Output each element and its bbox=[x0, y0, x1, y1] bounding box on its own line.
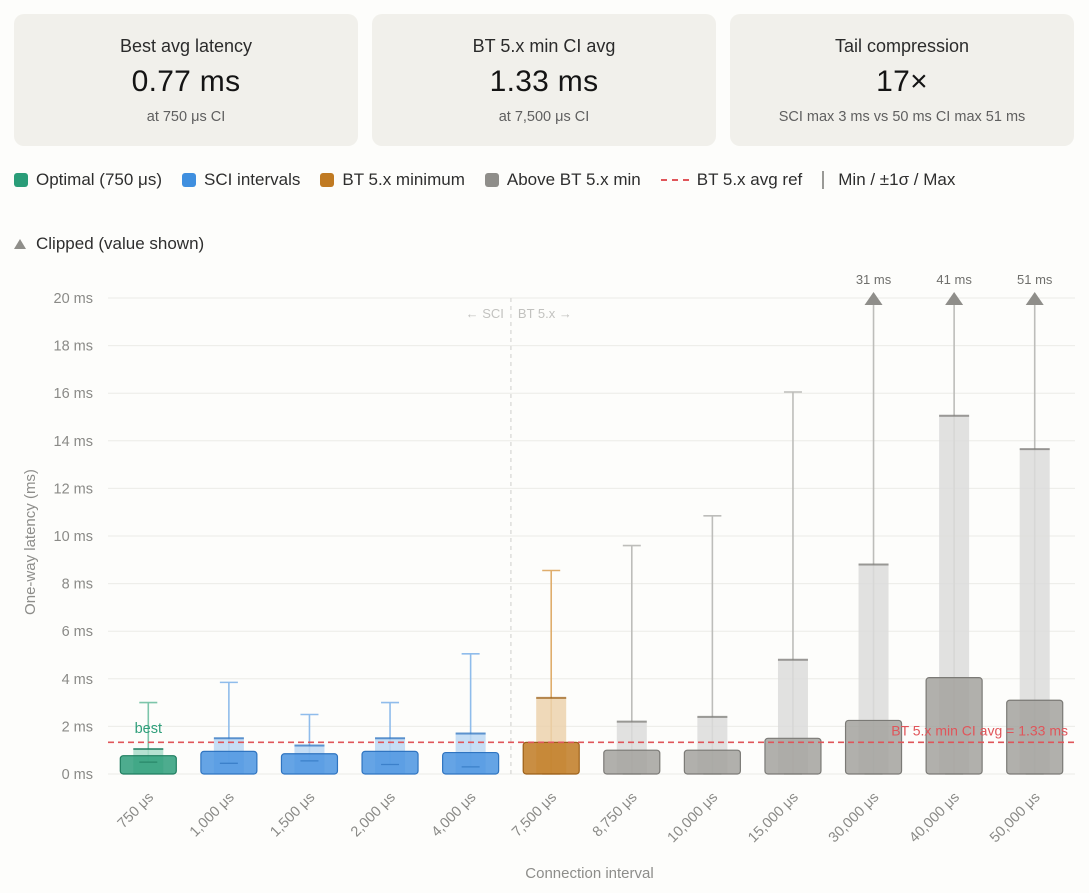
legend-bt-min: BT 5.x minimum bbox=[320, 170, 465, 190]
legend-label: Above BT 5.x min bbox=[506, 170, 641, 189]
triangle-icon bbox=[14, 239, 26, 249]
x-tick-label: 7,500 μs bbox=[509, 790, 560, 841]
summary-cards: Best avg latency 0.77 ms at 750 μs CI BT… bbox=[14, 14, 1074, 146]
legend-label: Clipped (value shown) bbox=[36, 234, 205, 253]
y-tick-label: 18 ms bbox=[54, 339, 94, 355]
legend-avg-ref: BT 5.x avg ref bbox=[660, 170, 803, 190]
y-tick-label: 14 ms bbox=[54, 434, 94, 450]
x-tick-label: 750 μs bbox=[115, 790, 157, 832]
clipped-value-label: 51 ms bbox=[1017, 272, 1053, 287]
card-sub: at 750 μs CI bbox=[146, 108, 226, 125]
y-axis-title: One-way latency (ms) bbox=[22, 469, 39, 615]
avg-bar bbox=[603, 749, 661, 775]
clipped-value-label: 41 ms bbox=[936, 272, 972, 287]
card-label: Best avg latency bbox=[119, 35, 253, 56]
y-tick-label: 0 ms bbox=[62, 767, 93, 783]
x-axis-title: Connection interval bbox=[525, 865, 653, 882]
card-tail-compression: Tail compression 17× SCI max 3 ms vs 50 … bbox=[730, 14, 1074, 146]
legend-above-bt: Above BT 5.x min bbox=[484, 170, 641, 190]
avg-bar bbox=[442, 751, 500, 775]
card-bt-min-ci-avg: BT 5.x min CI avg 1.33 ms at 7,500 μs CI bbox=[372, 14, 716, 146]
avg-bar bbox=[280, 753, 339, 775]
legend-label: Min / ±1σ / Max bbox=[838, 170, 956, 189]
avg-bar bbox=[683, 749, 741, 775]
x-tick-label: 40,000 μs bbox=[906, 790, 963, 847]
y-tick-label: 4 ms bbox=[62, 672, 93, 688]
clipped-triangle-icon bbox=[945, 292, 964, 305]
card-best-avg-latency: Best avg latency 0.77 ms at 750 μs CI bbox=[14, 14, 358, 146]
legend-label: BT 5.x avg ref bbox=[696, 170, 803, 189]
latency-chart: 0 ms 2 ms 4 ms 6 ms 8 ms 10 ms 12 ms 14 ms 16 ms… bbox=[22, 272, 1075, 882]
legend-dash-line bbox=[660, 179, 689, 181]
clipped-triangle-icon bbox=[864, 292, 883, 305]
y-tick-label: 12 ms bbox=[54, 481, 94, 497]
card-label: Tail compression bbox=[834, 35, 970, 56]
x-tick-label: 15,000 μs bbox=[745, 790, 802, 847]
legend-swatch bbox=[320, 173, 335, 187]
y-tick-label: 8 ms bbox=[62, 577, 93, 593]
x-tick-label: 30,000 μs bbox=[826, 790, 883, 847]
legend-whisker-mark bbox=[822, 171, 825, 189]
y-tick-label: 10 ms bbox=[54, 529, 94, 545]
x-tick-label: 8,750 μs bbox=[590, 790, 641, 841]
legend-optimal: Optimal (750 μs) bbox=[14, 170, 162, 190]
y-tick-label: 2 ms bbox=[62, 719, 93, 735]
best-annotation: best bbox=[135, 721, 162, 737]
x-tick-label: 50,000 μs bbox=[987, 790, 1044, 847]
card-value: 1.33 ms bbox=[489, 64, 599, 98]
y-tick-label: 20 ms bbox=[54, 291, 94, 307]
y-tick-label: 16 ms bbox=[54, 386, 94, 402]
legend-swatch bbox=[14, 173, 28, 187]
legend-label: BT 5.x minimum bbox=[342, 170, 465, 189]
avg-bar bbox=[361, 750, 419, 775]
chart-legend: Optimal (750 μs) SCI intervals BT 5.x mini… bbox=[14, 170, 1074, 254]
divider-label-bt: BT 5.x → bbox=[518, 306, 572, 321]
card-value: 17× bbox=[876, 64, 928, 98]
legend-clipped: Clipped (value shown) bbox=[14, 234, 204, 254]
card-sub: at 7,500 μs CI bbox=[498, 108, 590, 125]
y-tick-label: 6 ms bbox=[62, 624, 93, 640]
avg-bar bbox=[522, 741, 580, 775]
legend-sci: SCI intervals bbox=[182, 170, 300, 190]
x-tick-label: 10,000 μs bbox=[665, 790, 722, 847]
legend-label: Optimal (750 μs) bbox=[36, 170, 162, 189]
card-value: 0.77 ms bbox=[131, 64, 241, 98]
x-tick-label: 1,000 μs bbox=[187, 790, 238, 841]
legend-swatch bbox=[182, 173, 196, 187]
legend-label: SCI intervals bbox=[204, 170, 301, 189]
x-tick-label: 4,000 μs bbox=[429, 790, 480, 841]
x-tick-label: 2,000 μs bbox=[348, 790, 399, 841]
avg-bar bbox=[764, 737, 822, 775]
legend-swatch bbox=[484, 173, 499, 187]
avg-bar bbox=[119, 755, 177, 775]
card-label: BT 5.x min CI avg bbox=[472, 35, 616, 56]
reference-line-label: BT 5.x min CI avg = 1.33 ms bbox=[891, 722, 1068, 738]
clipped-value-label: 31 ms bbox=[856, 272, 892, 287]
divider-label-sci: ← SCI bbox=[466, 306, 504, 321]
card-sub: SCI max 3 ms vs 50 ms CI max 51 ms bbox=[778, 108, 1026, 125]
legend-min-sigma-max: Min / ±1σ / Max bbox=[822, 170, 955, 190]
clipped-triangle-icon bbox=[1025, 292, 1044, 305]
x-tick-label: 1,500 μs bbox=[267, 790, 318, 841]
